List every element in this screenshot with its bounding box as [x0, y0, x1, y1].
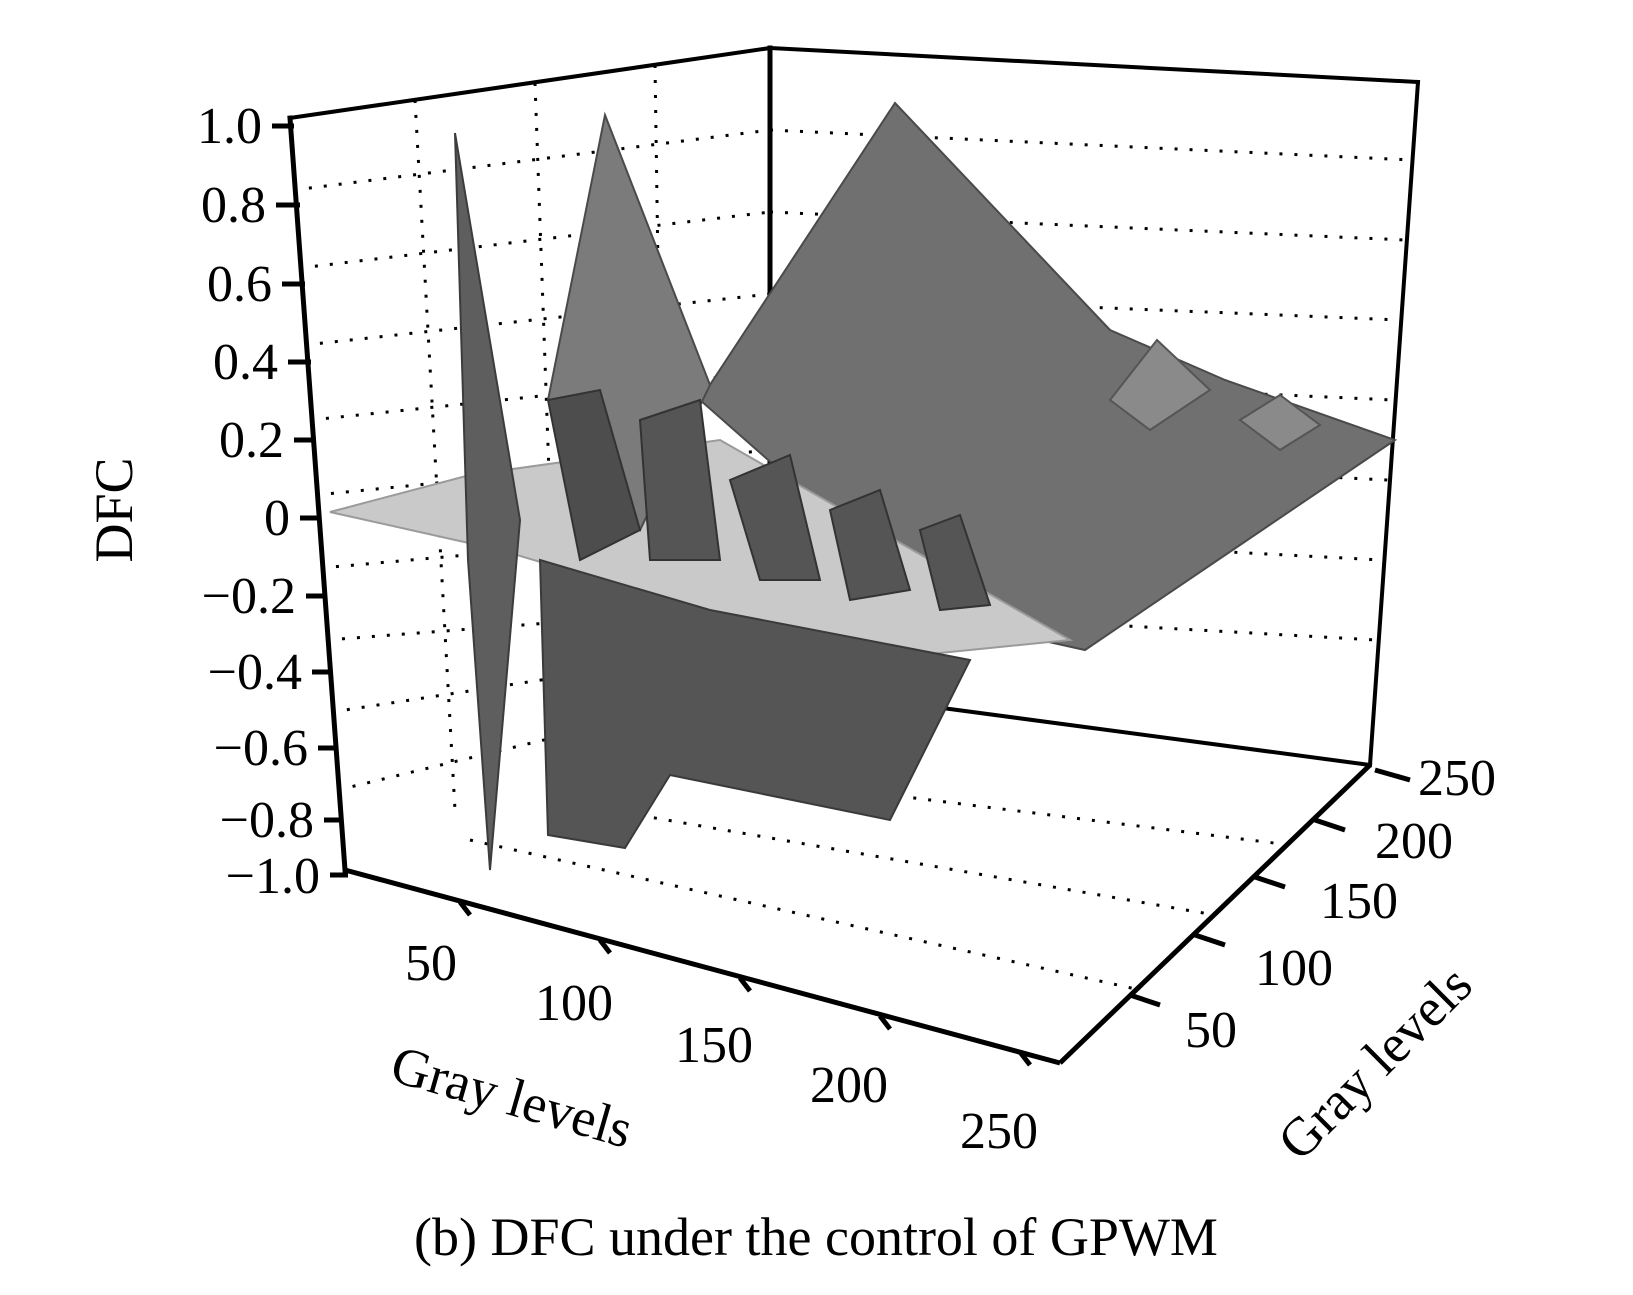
- x-tick-label: 200: [810, 1057, 888, 1114]
- grid-line: [769, 526, 1383, 562]
- y-tick: [1314, 817, 1346, 833]
- grid-line: [413, 99, 457, 811]
- surface-peak-right-1: [1108, 338, 1212, 432]
- z-tick-labels: 1.0 0.8 0.6 0.4 0.2 0 −0.2 −0.4 −0.6 −0.…: [197, 98, 320, 905]
- frame-top-right-edge: [767, 45, 1421, 85]
- x-tick-label: 50: [405, 935, 457, 992]
- x-axis-ticks: [458, 900, 1032, 1067]
- y-tick: [1129, 992, 1161, 1008]
- grid-line: [315, 448, 771, 497]
- y-tick: [1254, 874, 1286, 890]
- y-tick-label: 250: [1418, 750, 1496, 807]
- front-axes: [344, 763, 1372, 1066]
- x-tick: [878, 1014, 892, 1031]
- surface-blade-2: [638, 398, 722, 561]
- z-axis-title: DFC: [84, 457, 144, 562]
- x-tick-label: 150: [675, 1017, 753, 1074]
- surface-blade-5: [918, 513, 992, 612]
- grid-line: [310, 370, 771, 422]
- grid-line: [469, 838, 1141, 992]
- y-tick-label: 150: [1320, 873, 1398, 930]
- grid-line: [689, 768, 1291, 847]
- z-tick-label: 0.4: [213, 334, 278, 391]
- y-tick: [1194, 932, 1226, 948]
- y-tick-label: 100: [1255, 940, 1333, 997]
- x-tick-labels: 50 100 150 200 250: [405, 935, 1038, 1160]
- z-axis-ticks: [272, 123, 348, 878]
- surface-lower-region: [538, 558, 972, 850]
- x-tick-label: 250: [960, 1103, 1038, 1160]
- surface-peak-right-2: [1238, 393, 1322, 452]
- x-tick: [1018, 1050, 1032, 1067]
- x-tick: [738, 976, 752, 993]
- grid-line: [304, 292, 771, 347]
- y-tick-label: 50: [1185, 1002, 1237, 1059]
- x-tick-label: 100: [535, 975, 613, 1032]
- surface: [329, 101, 1398, 871]
- y-axis-line: [1058, 763, 1372, 1065]
- z-tick-label: 0: [264, 490, 290, 547]
- x-axis-line: [344, 867, 1061, 1066]
- z-tick-label: −1.0: [226, 848, 320, 905]
- x-tick: [458, 900, 472, 917]
- surface-blade-1: [546, 388, 642, 562]
- surface-blade-4: [828, 488, 912, 602]
- grid-line: [299, 210, 771, 270]
- surface-spike-1: [454, 132, 522, 871]
- z-tick-label: −0.4: [208, 644, 302, 701]
- z-tick-label: 0.2: [219, 412, 284, 469]
- y-tick-labels: 50 100 150 200 250: [1185, 750, 1496, 1059]
- grid-line: [293, 128, 771, 192]
- y-axis-ticks: [1129, 767, 1411, 1008]
- figure-caption: (b) DFC under the control of GPWM: [414, 1207, 1218, 1267]
- z-tick-label: 0.8: [201, 177, 266, 234]
- z-tick-label: −0.6: [214, 720, 308, 777]
- z-tick-label: 1.0: [197, 98, 262, 155]
- z-tick-label: −0.8: [220, 792, 314, 849]
- z-tick-label: 0.6: [207, 256, 272, 313]
- y-tick: [1374, 767, 1411, 783]
- z-tick-label: −0.2: [202, 568, 296, 625]
- frame-top-left-edge: [287, 45, 773, 121]
- frame-right-vertical: [1367, 79, 1421, 768]
- grid-line: [579, 803, 1216, 917]
- surface-blade-3: [728, 453, 822, 581]
- x-axis-title: Gray levels: [385, 1034, 639, 1160]
- x-tick: [598, 938, 612, 955]
- y-tick-label: 200: [1375, 813, 1453, 870]
